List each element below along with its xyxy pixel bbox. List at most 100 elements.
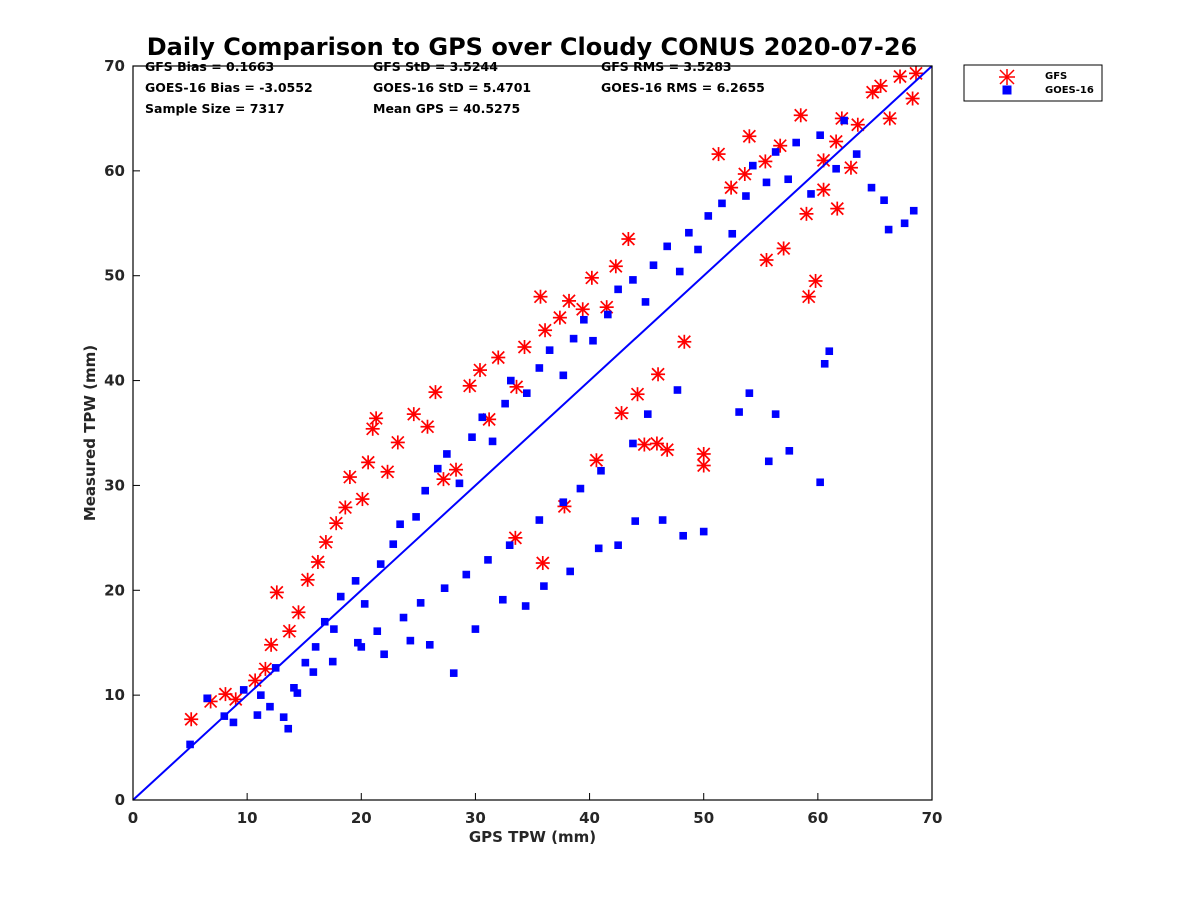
gfs-point: [850, 117, 865, 132]
goes-16-point: [641, 298, 650, 306]
legend-goes-label: GOES-16: [1045, 85, 1094, 96]
goes-16-point: [631, 517, 640, 525]
gfs-point: [614, 406, 629, 421]
legend-gfs-label: GFS: [1045, 71, 1067, 82]
goes-std-text: GOES-16 StD = 5.4701: [373, 80, 531, 95]
goes-16-point: [718, 199, 726, 208]
goes-16-point: [643, 410, 652, 418]
goes-16-point: [425, 641, 434, 649]
gfs-point: [248, 673, 263, 688]
gfs-point: [329, 516, 344, 531]
goes-16-point: [253, 711, 262, 719]
goes-16-point: [685, 228, 693, 237]
goes-16-point: [704, 212, 713, 220]
goes-16-point: [580, 315, 588, 324]
y-tick-label: 50: [104, 267, 125, 285]
gfs-point: [893, 69, 908, 84]
goes-16-point: [614, 541, 622, 549]
x-tick-label: 0: [128, 809, 138, 827]
gfs-point: [300, 572, 315, 587]
goes-16-point: [784, 175, 792, 184]
gfs-point: [589, 453, 604, 468]
gfs-rms-text: GFS RMS = 3.5283: [601, 59, 732, 74]
goes-16-point: [576, 484, 585, 493]
gfs-point: [873, 78, 888, 93]
gfs-point: [380, 464, 395, 479]
goes-16-point: [594, 544, 603, 553]
goes-16-point: [380, 650, 388, 659]
goes-16-point: [909, 206, 918, 215]
gfs-point: [799, 206, 814, 221]
goes-16-point: [488, 437, 497, 446]
gfs-point: [406, 407, 421, 422]
goes-16-point: [311, 643, 320, 651]
gfs-point: [843, 160, 858, 175]
gfs-point: [776, 241, 791, 256]
goes-16-point: [330, 625, 338, 633]
goes-16-point: [421, 486, 430, 495]
y-tick-label: 40: [104, 372, 125, 390]
goes-16-point: [266, 702, 274, 711]
goes-16-point: [440, 584, 449, 592]
gfs-point: [808, 273, 823, 288]
goes-16-point: [771, 410, 780, 418]
axis-layer: 0 10 20 30 40 50 60 70 0 10 20 30 40 50 60 70 GPS TPW (m…: [81, 57, 942, 846]
goes-16-point: [443, 450, 451, 458]
legend-box: [963, 64, 1103, 102]
goes-16-point: [257, 691, 265, 699]
gfs-point: [552, 310, 567, 325]
gfs-point: [637, 437, 652, 452]
goes-16-point: [203, 694, 211, 703]
gfs-point: [291, 605, 306, 620]
x-tick-label: 40: [579, 809, 600, 827]
x-tick-label: 30: [465, 809, 486, 827]
goes-16-point: [559, 498, 568, 507]
gfs-bias-text: GFS Bias = 0.1663: [145, 59, 274, 74]
goes-16-point: [629, 276, 637, 284]
goes-16-point: [745, 389, 754, 397]
goes-16-point: [354, 638, 362, 647]
goes-16-point: [614, 285, 622, 294]
goes-16-point: [455, 479, 464, 488]
goes-16-point: [484, 556, 492, 564]
goes-16-point: [545, 346, 554, 354]
goes-16-point: [351, 577, 360, 585]
goes-16-point: [478, 413, 487, 422]
goes-16-point: [663, 242, 671, 251]
gfs-point: [184, 712, 199, 727]
goes-16-point: [449, 669, 458, 677]
x-tick-label: 70: [922, 809, 943, 827]
gfs-point: [390, 435, 405, 450]
gfs-point: [724, 180, 739, 195]
gfs-point: [608, 259, 623, 274]
gfs-point: [829, 134, 844, 149]
gfs-point: [677, 334, 692, 349]
gfs-point: [462, 378, 477, 393]
gfs-point: [228, 692, 243, 707]
goes-16-point: [376, 560, 385, 568]
goes-16-point: [840, 116, 848, 125]
x-tick-label: 50: [693, 809, 714, 827]
gfs-point: [264, 637, 279, 652]
y-tick-label: 0: [115, 791, 125, 809]
goes-16-point: [748, 161, 757, 170]
gfs-point: [621, 232, 636, 247]
sample-size-text: Sample Size = 7317: [145, 101, 285, 116]
goes-16-point: [505, 541, 514, 549]
gfs-point: [882, 111, 897, 126]
y-tick-label: 60: [104, 162, 125, 180]
goes-16-point: [328, 657, 337, 666]
goes-16-point: [535, 516, 544, 524]
goes-16-point: [604, 310, 612, 319]
gfs-point: [630, 387, 645, 402]
gfs-point: [909, 66, 924, 81]
gfs-point: [905, 91, 920, 106]
gfs-point: [696, 446, 711, 461]
goes-16-point: [820, 359, 829, 368]
goes-16-point: [569, 334, 578, 343]
goes-16-point: [785, 447, 794, 455]
goes-16-point: [360, 600, 369, 608]
goes-16-point: [728, 229, 737, 238]
gfs-point: [575, 302, 590, 317]
goes-16-point: [290, 684, 298, 692]
